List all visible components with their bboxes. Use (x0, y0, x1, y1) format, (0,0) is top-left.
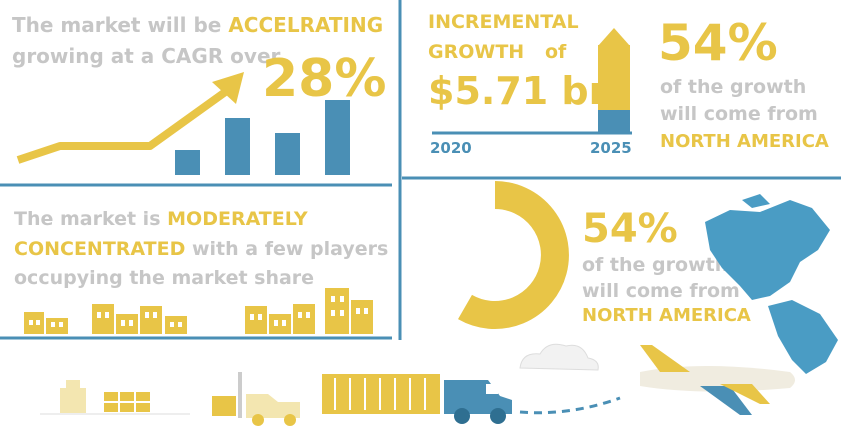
share-region: NORTH AMERICA (660, 131, 829, 152)
region-line1: of the growth (582, 254, 728, 276)
growth-graphic (16, 72, 350, 175)
cagr-line2: growing at a CAGR over (12, 44, 281, 68)
incremental-of: of (545, 41, 567, 63)
concentration-line2: CONCENTRATED with a few players (14, 238, 388, 260)
donut (458, 181, 569, 329)
incremental-graphic (432, 28, 632, 135)
start-year: 2020 (430, 139, 472, 157)
concentration-text: The market is (14, 208, 161, 230)
concentration-line3: occupying the market share (14, 267, 314, 289)
share-value: 54% (658, 14, 778, 72)
cagr-line1: The market will be ACCELRATING (12, 13, 383, 37)
incremental-line1: INCREMENTAL (428, 11, 579, 33)
cagr-text: The market will be (12, 13, 221, 37)
logistics (40, 343, 795, 426)
incremental-line2: GROWTH (428, 41, 524, 63)
region-name: NORTH AMERICA (582, 305, 751, 326)
end-year: 2025 (590, 139, 632, 157)
region-share: 54% (582, 206, 678, 252)
concentration-highlight1: MODERATELY (167, 208, 308, 230)
buildings (24, 288, 373, 334)
region-line2: will come from (582, 280, 740, 302)
cagr-value: 28% (262, 49, 386, 109)
concentration-text2: with a few players (192, 238, 388, 260)
cagr-highlight: ACCELRATING (228, 13, 383, 37)
share-line1: of the growth (660, 76, 806, 98)
dividers (0, 0, 841, 340)
concentration-highlight2: CONCENTRATED (14, 238, 185, 260)
incremental-amount: $5.71 bn (428, 69, 616, 113)
concentration-line1: The market is MODERATELY (14, 208, 308, 230)
share-line2: will come from (660, 103, 818, 125)
building-windows (29, 296, 368, 327)
map (705, 194, 838, 374)
